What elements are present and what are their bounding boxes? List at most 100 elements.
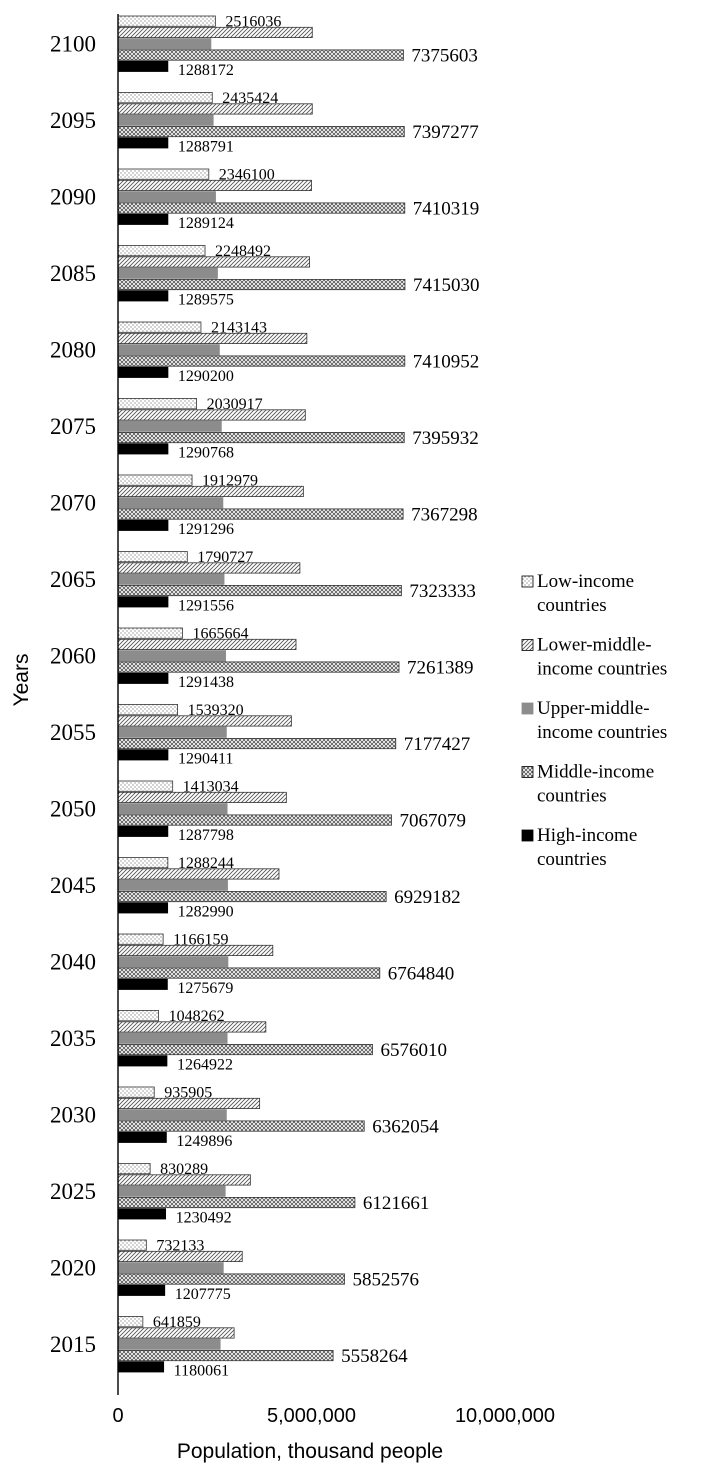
bar-solid-black-2035 (117, 1055, 168, 1067)
bar-solid-gray-2015 (117, 1338, 221, 1350)
data-label-solid-black-2065: 1291556 (178, 597, 234, 614)
bar-crosshatch-2085 (117, 278, 406, 291)
bar-solid-black-2015 (117, 1361, 165, 1373)
bar-dots-2080 (117, 321, 202, 333)
data-label-solid-black-2020: 1207775 (175, 1286, 231, 1303)
bar-crosshatch-2100 (117, 49, 404, 61)
data-label-dots-2085: 2248492 (215, 243, 271, 260)
data-label-solid-black-2095: 1288791 (178, 138, 234, 155)
data-label-dots-2045: 1288244 (178, 855, 234, 872)
bar-diagonal-2090 (117, 179, 312, 192)
data-label-solid-black-2045: 1282990 (178, 903, 234, 920)
legend-label-crosshatch-line-2: countries (537, 786, 607, 807)
data-label-dots-2040: 1166159 (173, 932, 228, 949)
y-category-label-2050: 2050 (50, 797, 96, 822)
bar-diagonal-2100 (117, 26, 313, 38)
y-axis-title: Years (10, 654, 33, 707)
legend-label-solid-gray-line-2: income countries (537, 722, 667, 743)
y-category-label-2070: 2070 (50, 491, 96, 516)
bar-solid-gray-2075 (117, 420, 222, 432)
data-label-crosshatch-2060: 7261389 (407, 658, 474, 679)
bar-solid-black-2030 (117, 1131, 167, 1143)
legend-label-dots-line-1: Low-income (537, 571, 634, 592)
legend: Low-income countries Lower-middle-income c… (521, 571, 667, 870)
data-label-crosshatch-2075: 7395932 (412, 428, 479, 449)
data-label-solid-black-2060: 1291438 (178, 674, 234, 691)
data-label-crosshatch-2025: 6121661 (363, 1193, 430, 1214)
y-category-label-2015: 2015 (50, 1332, 96, 1357)
bar-solid-gray-2090 (117, 191, 216, 203)
bar-diagonal-2095 (117, 103, 313, 115)
y-category-label-2060: 2060 (50, 644, 96, 669)
bar-solid-black-2095 (117, 137, 169, 149)
bar-crosshatch-2050 (117, 814, 392, 826)
bar-solid-black-2050 (117, 825, 169, 837)
bar-solid-black-2070 (117, 519, 169, 531)
data-label-dots-2070: 1912979 (202, 473, 258, 490)
bar-crosshatch-2025 (117, 1197, 356, 1209)
y-category-label-2040: 2040 (50, 950, 96, 975)
bar-diagonal-2085 (117, 256, 310, 268)
data-label-crosshatch-2035: 6576010 (380, 1040, 447, 1061)
data-label-dots-2065: 1790727 (197, 549, 253, 566)
bar-dots-2050 (117, 780, 174, 792)
legend-swatch-crosshatch (521, 766, 534, 778)
data-label-dots-2055: 1539320 (188, 702, 244, 719)
y-category-label-2030: 2030 (50, 1103, 96, 1128)
bar-dots-2015 (117, 1316, 144, 1328)
bar-dots-2070 (117, 474, 193, 486)
legend-label-solid-black-line-2: countries (537, 849, 607, 870)
bar-solid-black-2060 (117, 672, 169, 684)
data-label-crosshatch-2055: 7177427 (404, 734, 471, 755)
data-label-dots-2020: 732133 (156, 1238, 204, 1255)
bar-crosshatch-2040 (117, 967, 381, 979)
bar-solid-gray-2020 (117, 1262, 224, 1274)
legend-label-diagonal-line-2: income countries (537, 659, 667, 680)
bar-dots-2075 (117, 398, 197, 410)
bar-solid-gray-2085 (117, 267, 218, 279)
data-label-crosshatch-2030: 6362054 (372, 1117, 439, 1138)
bar-solid-black-2040 (117, 978, 168, 990)
x-axis-title: Population, thousand people (177, 1440, 443, 1463)
bar-solid-gray-2040 (117, 956, 229, 968)
bar-solid-gray-2050 (117, 803, 228, 815)
bar-crosshatch-2090 (117, 202, 406, 214)
y-category-label-2055: 2055 (50, 720, 96, 745)
data-labels-layer: 2516036 7375603 1288172 2435424 7397277 12887… (153, 14, 480, 1380)
data-label-solid-black-2040: 1275679 (177, 980, 233, 997)
bar-solid-black-2065 (117, 596, 169, 608)
x-tick-label-5000000: 5,000,000 (267, 1405, 356, 1427)
data-label-dots-2080: 2143143 (211, 320, 267, 337)
data-label-dots-2050: 1413034 (183, 779, 239, 796)
y-category-label-2020: 2020 (50, 1256, 96, 1281)
data-label-dots-2100: 2516036 (225, 14, 281, 31)
data-label-crosshatch-2095: 7397277 (412, 122, 479, 143)
bar-solid-gray-2080 (117, 344, 220, 356)
data-label-dots-2090: 2346100 (219, 167, 275, 184)
data-label-solid-black-2100: 1288172 (178, 62, 234, 79)
y-category-label-2035: 2035 (50, 1026, 96, 1051)
x-tick-label-10000000: 10,000,000 (455, 1405, 555, 1427)
bar-solid-black-2080 (117, 366, 169, 378)
bar-crosshatch-2095 (117, 126, 405, 138)
bar-crosshatch-2055 (117, 738, 397, 750)
bar-solid-gray-2095 (117, 114, 214, 126)
bar-crosshatch-2035 (117, 1044, 373, 1056)
y-category-label-2045: 2045 (50, 873, 96, 898)
y-category-label-2095: 2095 (50, 108, 96, 133)
data-label-dots-2035: 1048262 (169, 1008, 225, 1025)
bar-solid-gray-2070 (117, 497, 224, 509)
data-label-solid-black-2075: 1290768 (178, 444, 234, 461)
bar-solid-gray-2055 (117, 726, 227, 738)
legend-label-solid-black-line-1: High-income (537, 825, 637, 846)
bar-dots-2085 (117, 245, 206, 257)
bar-dots-2030 (117, 1086, 155, 1098)
data-label-crosshatch-2045: 6929182 (394, 887, 461, 908)
legend-label-crosshatch-line-1: Middle-income (537, 762, 654, 783)
bar-crosshatch-2060 (117, 661, 400, 673)
y-category-label-2025: 2025 (50, 1179, 96, 1204)
legend-swatch-solid-black (521, 829, 534, 842)
data-label-solid-black-2050: 1287798 (178, 827, 234, 844)
y-category-label-2065: 2065 (50, 567, 96, 592)
